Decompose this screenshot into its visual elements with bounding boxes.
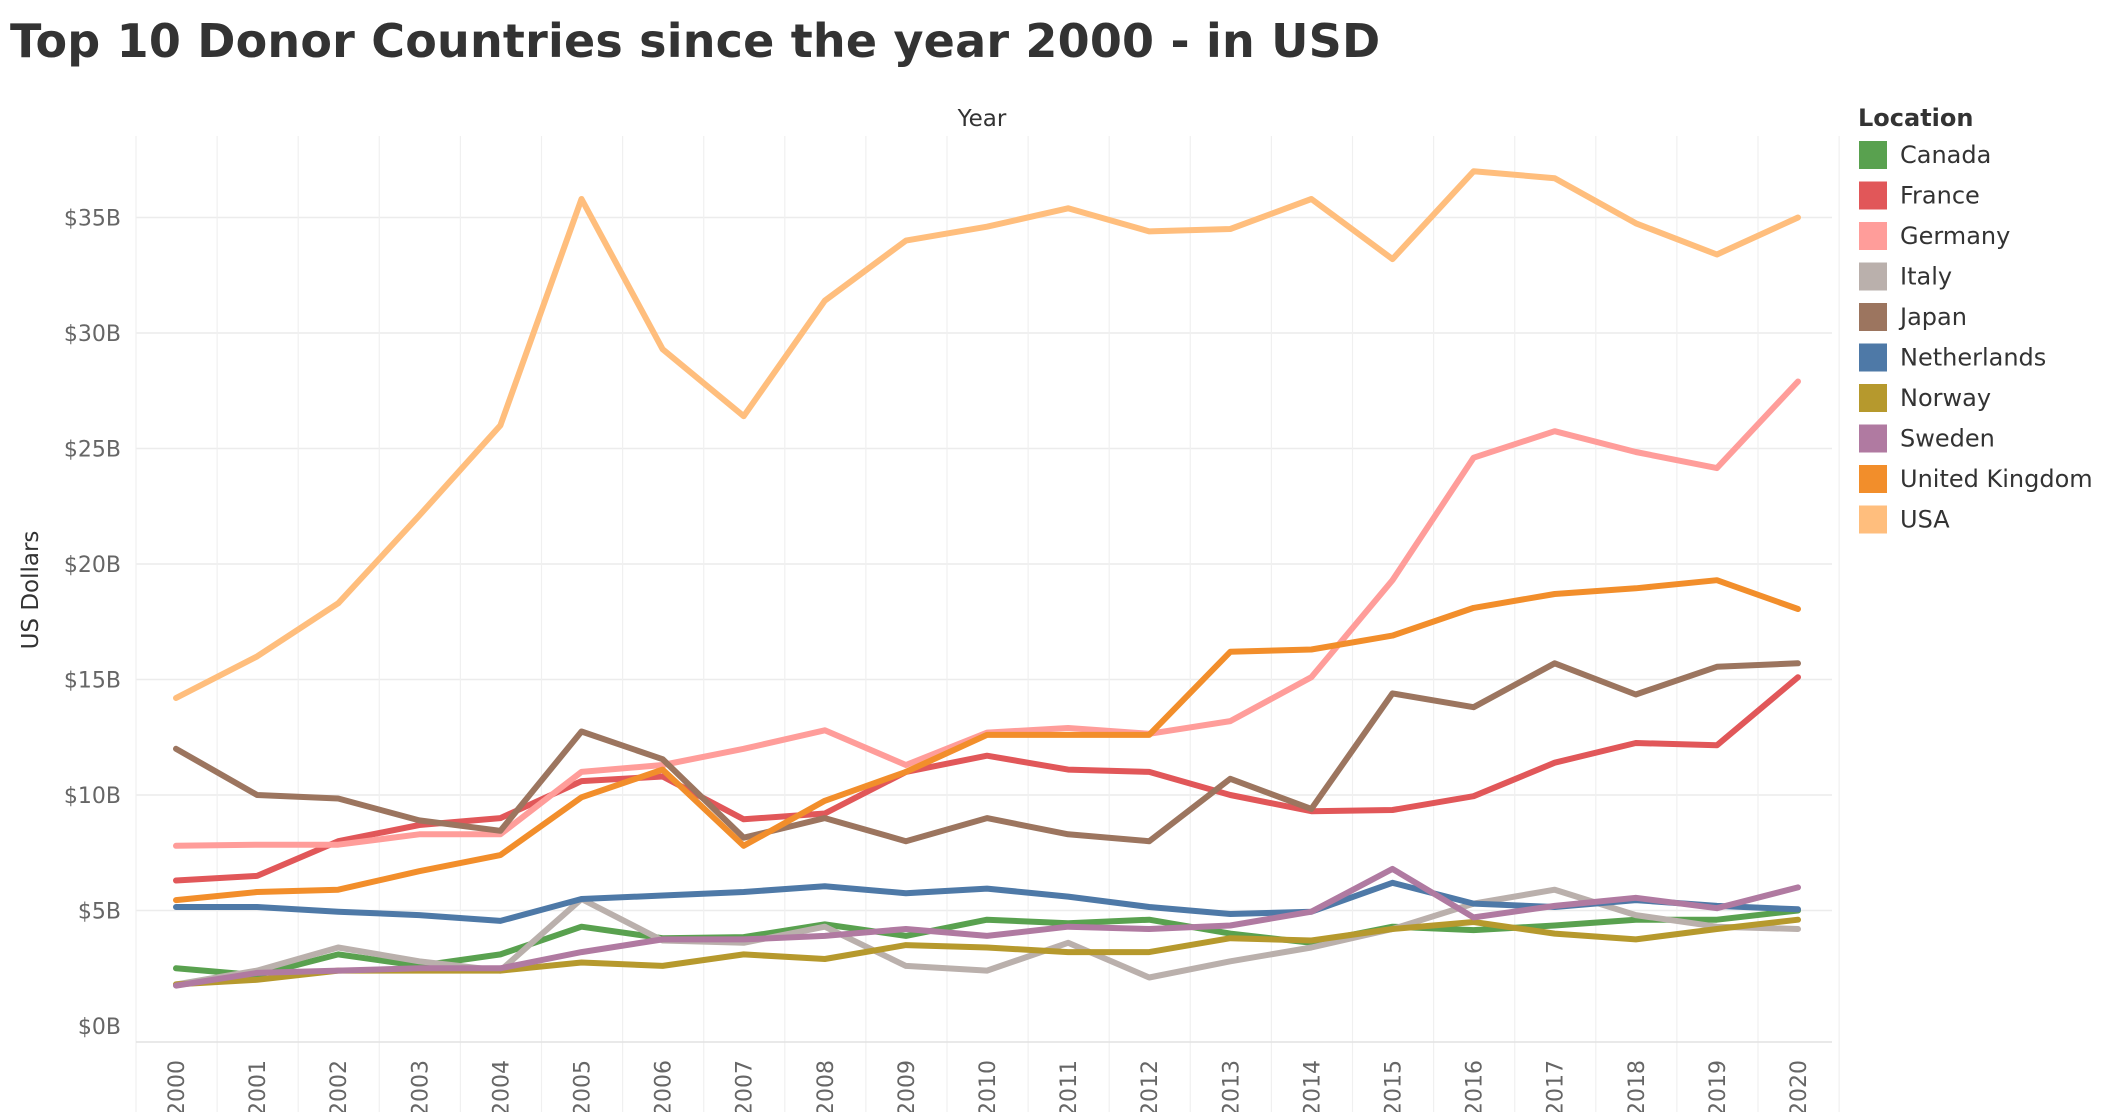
legend-item-netherlands[interactable]: Netherlands bbox=[1859, 343, 2046, 372]
gridlines bbox=[135, 136, 1840, 1112]
y-tick-label: $35B bbox=[64, 207, 121, 232]
legend-title: Location bbox=[1858, 104, 1973, 132]
y-tick-label: $30B bbox=[64, 322, 121, 347]
legend-label: United Kingdom bbox=[1900, 465, 2093, 493]
series-line-norway bbox=[173, 916, 1801, 988]
legend-item-usa[interactable]: USA bbox=[1859, 505, 1950, 534]
series-line-italy bbox=[173, 886, 1801, 988]
legend-item-germany[interactable]: Germany bbox=[1859, 222, 2010, 250]
y-tick-label: $5B bbox=[78, 900, 121, 925]
series-lines bbox=[173, 168, 1801, 989]
legend-swatch bbox=[1859, 222, 1887, 250]
x-tick-label: 2008 bbox=[814, 1060, 839, 1112]
legend-swatch bbox=[1859, 465, 1887, 493]
x-tick-label: 2016 bbox=[1463, 1060, 1488, 1112]
x-tick-label: 2019 bbox=[1706, 1060, 1731, 1112]
x-tick-label: 2017 bbox=[1544, 1060, 1569, 1112]
legend-swatch bbox=[1859, 303, 1887, 331]
x-axis-title: Year bbox=[957, 106, 1007, 132]
x-tick-label: 2003 bbox=[408, 1060, 433, 1112]
x-tick-label: 2014 bbox=[1300, 1060, 1325, 1112]
y-tick-label: $20B bbox=[64, 553, 121, 578]
y-tick-label: $15B bbox=[64, 669, 121, 694]
y-axis-ticks: $0B $5B $10B $15B $20B $25B $30B $35B bbox=[64, 207, 121, 1041]
legend-swatch bbox=[1859, 505, 1887, 534]
legend-label: France bbox=[1900, 182, 1980, 210]
x-tick-label: 2011 bbox=[1057, 1060, 1082, 1112]
legend-swatch bbox=[1859, 343, 1887, 372]
x-tick-label: 2001 bbox=[246, 1060, 271, 1112]
legend-label: Germany bbox=[1900, 222, 2010, 250]
x-tick-label: 2013 bbox=[1219, 1060, 1244, 1112]
y-tick-label: $0B bbox=[78, 1015, 121, 1040]
x-tick-label: 2002 bbox=[327, 1060, 352, 1112]
x-axis-ticks: 2000 2001 2002 2003 2004 2005 2006 2007 2008 2009… bbox=[165, 1060, 1812, 1112]
chart-title: Top 10 Donor Countries since the year 20… bbox=[10, 14, 1381, 68]
legend-label: Japan bbox=[1898, 303, 1967, 331]
x-tick-label: 2010 bbox=[976, 1060, 1001, 1112]
legend-item-canada[interactable]: Canada bbox=[1859, 141, 1991, 169]
legend-item-united-kingdom[interactable]: United Kingdom bbox=[1859, 465, 2093, 493]
x-tick-label: 2004 bbox=[489, 1060, 514, 1112]
legend-item-norway[interactable]: Norway bbox=[1859, 384, 1991, 412]
legend-label: Italy bbox=[1900, 263, 1952, 291]
series-line-united-kingdom bbox=[173, 577, 1801, 904]
legend-swatch bbox=[1859, 141, 1887, 169]
x-tick-label: 2018 bbox=[1625, 1060, 1650, 1112]
x-tick-label: 2005 bbox=[571, 1060, 596, 1112]
legend-label: Norway bbox=[1900, 384, 1991, 412]
legend-item-japan[interactable]: Japan bbox=[1859, 303, 1967, 331]
x-tick-label: 2020 bbox=[1787, 1060, 1812, 1112]
x-tick-label: 2006 bbox=[652, 1060, 677, 1112]
series-line-japan bbox=[173, 660, 1801, 845]
series-line-usa bbox=[173, 168, 1801, 701]
x-tick-label: 2015 bbox=[1382, 1060, 1407, 1112]
x-tick-label: 2000 bbox=[165, 1060, 190, 1112]
x-tick-label: 2007 bbox=[733, 1060, 758, 1112]
y-tick-label: $25B bbox=[64, 438, 121, 463]
legend-label: Sweden bbox=[1900, 425, 1995, 453]
legend-label: Netherlands bbox=[1900, 344, 2046, 372]
legend-label: USA bbox=[1900, 506, 1950, 534]
x-tick-label: 2012 bbox=[1138, 1060, 1163, 1112]
legend-item-france[interactable]: France bbox=[1859, 181, 1980, 210]
x-tick-label: 2009 bbox=[895, 1060, 920, 1112]
series-line-sweden bbox=[173, 865, 1801, 989]
legend-swatch bbox=[1859, 384, 1887, 412]
series-line-france bbox=[173, 674, 1801, 884]
legend-swatch bbox=[1859, 181, 1887, 210]
legend-swatch bbox=[1859, 424, 1887, 453]
y-tick-label: $10B bbox=[64, 784, 121, 809]
legend: Location Canada France Germany Italy Japan Ne… bbox=[1858, 104, 2093, 534]
legend-label: Canada bbox=[1900, 141, 1991, 169]
legend-item-italy[interactable]: Italy bbox=[1859, 262, 1952, 291]
y-axis-title: US Dollars bbox=[18, 531, 44, 650]
legend-swatch bbox=[1859, 262, 1887, 291]
legend-items: Canada France Germany Italy Japan Netherlands… bbox=[1859, 141, 2093, 534]
series-line-germany bbox=[173, 378, 1801, 849]
legend-item-sweden[interactable]: Sweden bbox=[1859, 424, 1995, 453]
series-line-netherlands bbox=[173, 879, 1801, 924]
